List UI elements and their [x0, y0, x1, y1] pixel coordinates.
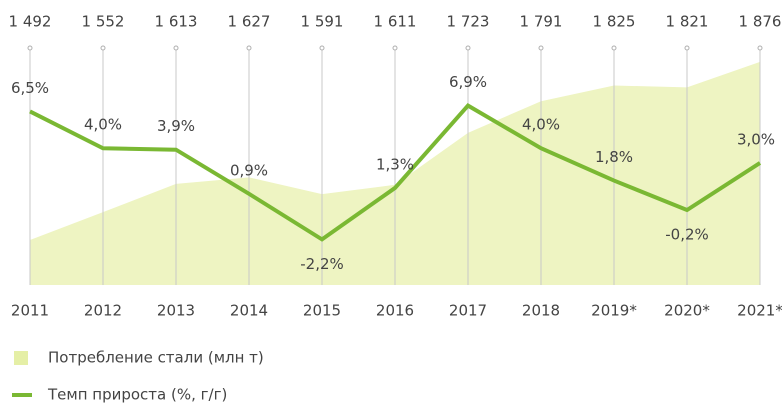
x-tick-label: 2013 — [157, 302, 195, 320]
area-value-label: 1 552 — [82, 13, 125, 31]
legend-swatch — [14, 351, 28, 365]
guide-dot — [246, 45, 252, 51]
line — [29, 103, 762, 242]
area-value-label: 1 876 — [739, 13, 782, 31]
x-tick-label: 2011 — [11, 302, 49, 320]
area-value-label: 1 591 — [301, 13, 344, 31]
x-tick-label: 2021* — [737, 302, 782, 320]
line-value-label: 6,5% — [11, 79, 49, 97]
line-value-label: 3,9% — [157, 117, 195, 135]
line-value-label: 1,3% — [376, 155, 414, 173]
line-value-label: 1,8% — [595, 148, 633, 166]
area-value-label: 1 825 — [593, 13, 636, 31]
guide-dot — [319, 45, 325, 51]
guide-dot — [684, 45, 690, 51]
area-value-label: 1 821 — [666, 13, 709, 31]
x-tick-label: 2015 — [303, 302, 341, 320]
area-value-label: 1 627 — [228, 13, 271, 31]
area-value-label: 1 723 — [447, 13, 490, 31]
line-value-label: 6,9% — [449, 73, 487, 91]
area-value-label: 1 791 — [520, 13, 563, 31]
legend-label: Темп прироста (%, г/г) — [47, 386, 227, 403]
x-tick-label: 2012 — [84, 302, 122, 320]
line-value-label: 0,9% — [230, 161, 268, 179]
x-tick-label: 2019* — [591, 302, 637, 320]
area — [30, 61, 760, 286]
line-value-label: 4,0% — [522, 116, 560, 134]
guide-dot — [757, 45, 763, 51]
line-value-label: 3,0% — [737, 130, 775, 148]
guide-dot — [100, 45, 106, 51]
line-value-label: -0,2% — [665, 226, 709, 244]
guide-dot — [173, 45, 179, 51]
line-value-label: -2,2% — [300, 255, 344, 273]
x-tick-label: 2014 — [230, 302, 268, 320]
x-tick-label: 2018 — [522, 302, 560, 320]
guide-dot — [538, 45, 544, 51]
line-value-label: 4,0% — [84, 116, 122, 134]
legend-label: Потребление стали (млн т) — [48, 349, 264, 367]
guide-dot — [392, 45, 398, 51]
x-tick-label: 2017 — [449, 302, 487, 320]
area-value-label: 1 611 — [374, 13, 417, 31]
guide-dot — [465, 45, 471, 51]
x-tick-label: 2020* — [664, 302, 710, 320]
area-value-label: 1 492 — [9, 13, 52, 31]
x-tick-label: 2016 — [376, 302, 414, 320]
guide-dot — [27, 45, 33, 51]
area-value-label: 1 613 — [155, 13, 198, 31]
guide-dot — [611, 45, 617, 51]
